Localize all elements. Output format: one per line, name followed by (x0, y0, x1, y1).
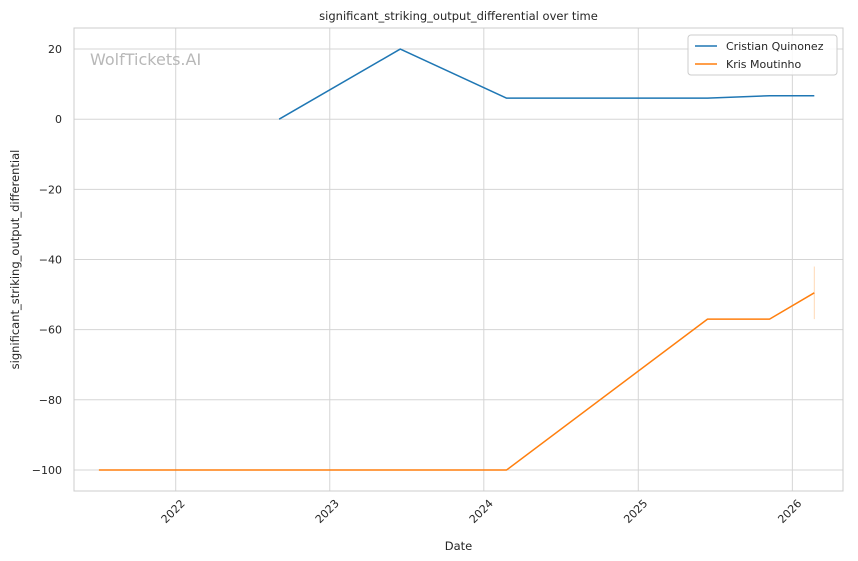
x-axis-title: Date (445, 539, 473, 553)
y-tick-label: −100 (32, 464, 62, 477)
series-line-0 (278, 48, 815, 120)
legend: Cristian Quinonez Kris Moutinho (687, 34, 838, 76)
y-tick-label: −40 (39, 254, 62, 267)
legend-box (687, 34, 838, 76)
chart-title: significant_striking_output_differential… (319, 9, 598, 23)
y-axis-title: significant_striking_output_differential (8, 150, 22, 370)
plot-frame (73, 27, 844, 492)
legend-label: Kris Moutinho (726, 58, 802, 71)
y-tick-label: −20 (39, 183, 62, 196)
y-tick-label: −60 (39, 324, 62, 337)
y-tick-label: −80 (39, 394, 62, 407)
watermark: WolfTickets.AI (90, 50, 201, 69)
legend-label: Cristian Quinonez (726, 40, 824, 53)
y-tick-label: 20 (48, 43, 62, 56)
y-tick-label: 0 (55, 113, 62, 126)
series-line-1 (98, 292, 815, 471)
series-layer (98, 48, 815, 471)
